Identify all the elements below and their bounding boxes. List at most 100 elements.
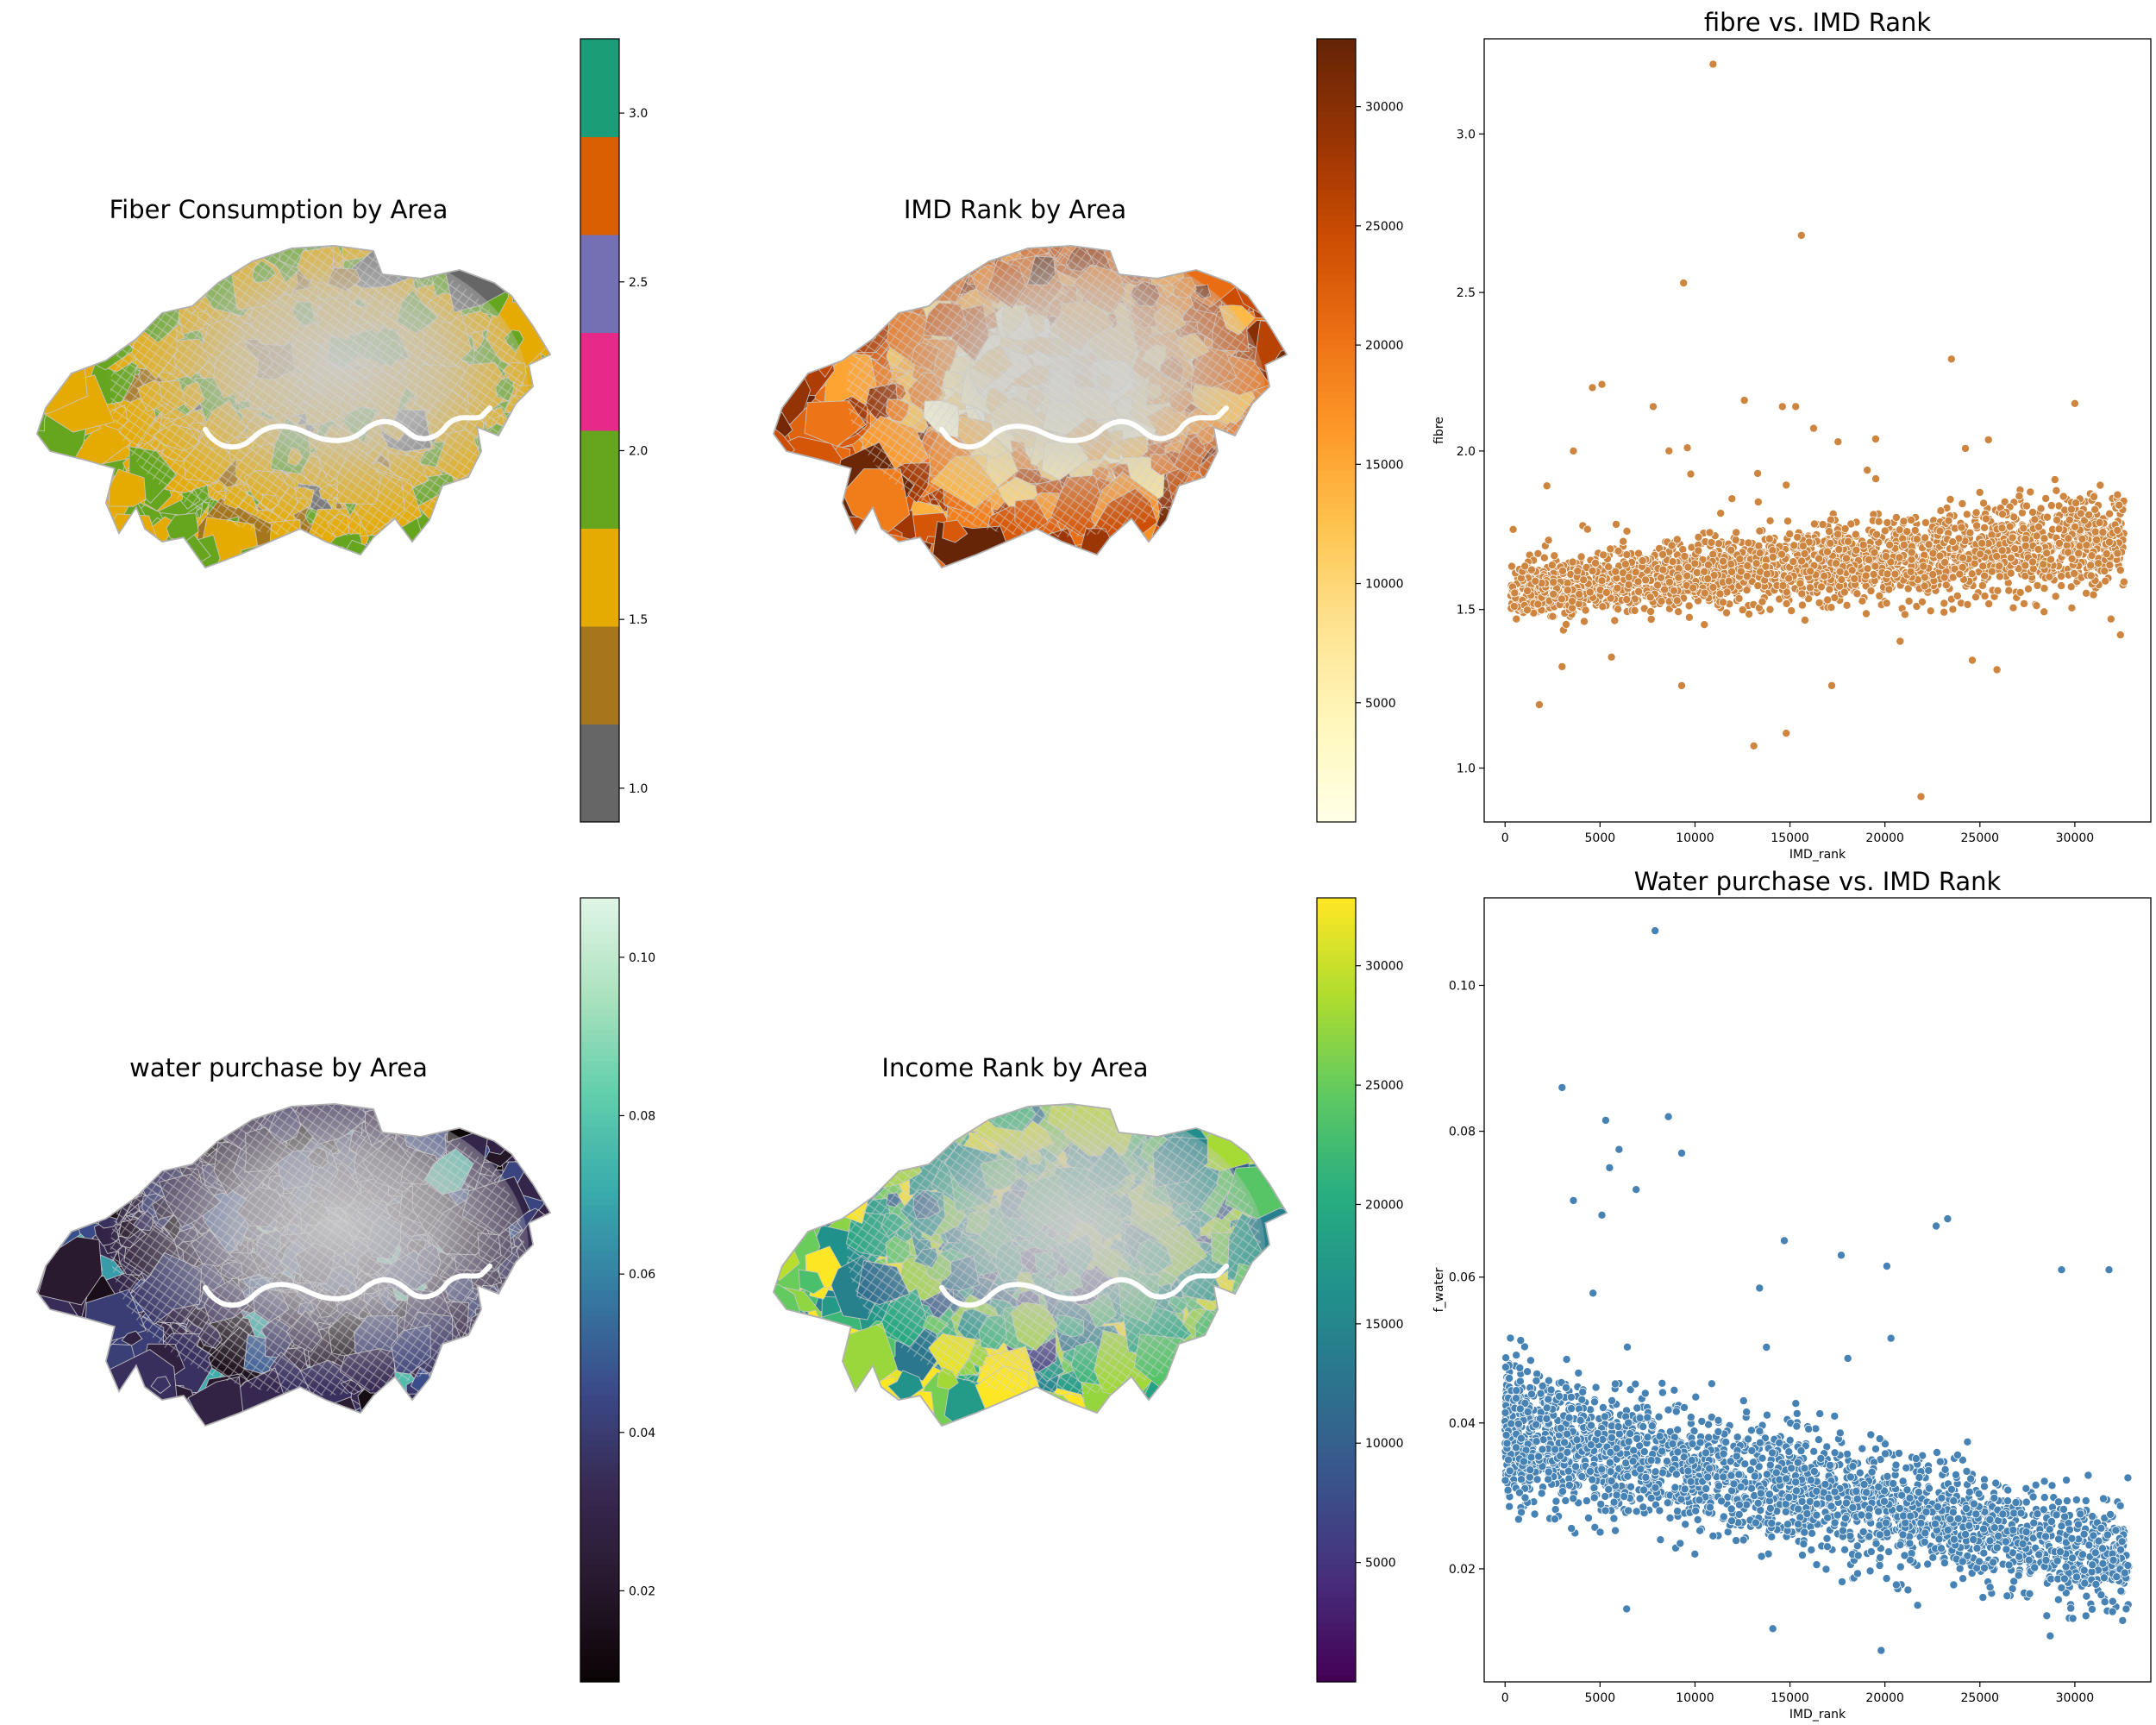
map-area-4 bbox=[805, 1111, 847, 1149]
colorbar-segment bbox=[1317, 1544, 1356, 1552]
map-area-4 bbox=[1173, 1408, 1197, 1426]
map-area-1 bbox=[1138, 246, 1155, 267]
map-area-4 bbox=[1225, 1387, 1287, 1426]
map-area-4 bbox=[785, 1156, 828, 1189]
map-area-1 bbox=[774, 489, 799, 520]
map-area-4 bbox=[1243, 1306, 1287, 1365]
map-area-0 bbox=[83, 246, 148, 287]
colorbar-segment bbox=[1317, 795, 1356, 803]
colorbar-tick-label: 10000 bbox=[1365, 578, 1404, 592]
map-area-3 bbox=[118, 1394, 151, 1426]
map-area-3 bbox=[439, 1339, 517, 1413]
map-area-1 bbox=[813, 531, 848, 567]
colorbar-segment bbox=[1317, 273, 1356, 281]
colorbar-segment bbox=[1317, 202, 1356, 210]
map-area-0 bbox=[476, 246, 503, 268]
map-area-3 bbox=[90, 1104, 137, 1128]
colorbar-segment bbox=[1317, 528, 1356, 536]
map-area-4 bbox=[774, 1309, 837, 1386]
map-area-0 bbox=[433, 505, 457, 526]
map-area-1 bbox=[1174, 499, 1246, 568]
map-area-4 bbox=[774, 1139, 800, 1184]
map-area-4 bbox=[1232, 1341, 1279, 1380]
colorbar-segment bbox=[1317, 515, 1356, 523]
colorbar-segment bbox=[1317, 39, 1356, 47]
map-area-3 bbox=[45, 1370, 85, 1406]
map-area-4 bbox=[797, 1104, 846, 1145]
map-area-1 bbox=[857, 266, 899, 326]
map-area-0 bbox=[53, 532, 112, 568]
colorbar-segment bbox=[1317, 995, 1356, 1003]
map-area-0 bbox=[415, 536, 448, 568]
map-area-0 bbox=[441, 246, 482, 275]
colorbar-segment bbox=[580, 1505, 619, 1513]
map-area-3 bbox=[538, 1136, 550, 1154]
map-area-0 bbox=[115, 246, 201, 298]
map-area-4 bbox=[861, 1397, 883, 1423]
colorbar-segment bbox=[1317, 1388, 1356, 1396]
map-area-0 bbox=[507, 500, 525, 518]
map-area-0 bbox=[467, 523, 498, 552]
colorbar-tick-label: 5000 bbox=[1365, 1557, 1396, 1571]
map-area-3 bbox=[496, 1325, 550, 1371]
map-area-4 bbox=[905, 1104, 929, 1126]
map-area-1 bbox=[1113, 534, 1132, 549]
colorbar-segment bbox=[1317, 91, 1356, 98]
colorbar-segment bbox=[1317, 391, 1356, 398]
map-area-1 bbox=[784, 524, 860, 568]
map-area-0 bbox=[37, 246, 78, 272]
map-area-4 bbox=[805, 1389, 833, 1426]
colorbar-segment bbox=[1317, 312, 1356, 320]
colorbar-segment bbox=[580, 1374, 619, 1383]
map-area-1 bbox=[774, 284, 813, 320]
colorbar-tick-label: 0.08 bbox=[629, 1110, 655, 1124]
map-area-4 bbox=[873, 1406, 898, 1426]
map-area-1 bbox=[818, 531, 899, 568]
map-area-1 bbox=[919, 246, 950, 271]
map-area-3 bbox=[461, 1389, 521, 1426]
colorbar-segment bbox=[1317, 1264, 1356, 1271]
colorbar-segment bbox=[1317, 1211, 1356, 1219]
map-area-4 bbox=[774, 1150, 837, 1220]
map-area-1 bbox=[1178, 496, 1275, 568]
colorbar-segment bbox=[1317, 808, 1356, 817]
colorbar-segment bbox=[1317, 1433, 1356, 1441]
boundary-lines-4 bbox=[847, 1104, 1261, 1396]
colorbar-segment bbox=[580, 528, 619, 627]
map-area-3 bbox=[474, 1363, 513, 1396]
map-area-4 bbox=[830, 1170, 851, 1196]
map-area-3 bbox=[494, 1377, 550, 1426]
map-area-1 bbox=[1025, 537, 1045, 561]
colorbar-segment bbox=[1317, 1205, 1356, 1213]
colorbar-segment bbox=[1317, 235, 1356, 242]
colorbar-segment bbox=[580, 724, 619, 823]
map-area-3 bbox=[371, 1390, 429, 1426]
colorbar-segment bbox=[1317, 567, 1356, 575]
colorbar-segment bbox=[1317, 554, 1356, 561]
map-area-4 bbox=[1251, 1294, 1287, 1359]
colorbar-segment bbox=[1317, 254, 1356, 261]
colorbar-segment bbox=[1317, 1191, 1356, 1200]
map-area-1 bbox=[1266, 556, 1287, 568]
colorbar-segment bbox=[1317, 944, 1356, 951]
map-area-1 bbox=[799, 246, 888, 306]
map-area-0 bbox=[37, 491, 105, 549]
map-area-3 bbox=[37, 1364, 67, 1422]
colorbar-segment bbox=[1317, 1061, 1356, 1069]
map-area-3 bbox=[363, 1385, 445, 1426]
colorbar-segment bbox=[580, 1590, 619, 1598]
map-area-0 bbox=[37, 498, 65, 551]
map-area-4 bbox=[1197, 1377, 1287, 1426]
colorbar-segment bbox=[580, 1035, 619, 1043]
map-area-4 bbox=[897, 1104, 918, 1133]
map-area-3 bbox=[37, 1233, 51, 1253]
colorbar-segment bbox=[1317, 691, 1356, 699]
map-area-1 bbox=[1175, 502, 1229, 553]
colorbar-segment bbox=[580, 1270, 619, 1277]
colorbar-segment bbox=[1317, 417, 1356, 425]
map-area-4 bbox=[774, 1104, 850, 1173]
map-area-0 bbox=[492, 511, 550, 568]
map-area-1 bbox=[1133, 246, 1169, 277]
map-area-0 bbox=[37, 247, 85, 313]
colorbar-segment bbox=[1317, 678, 1356, 686]
